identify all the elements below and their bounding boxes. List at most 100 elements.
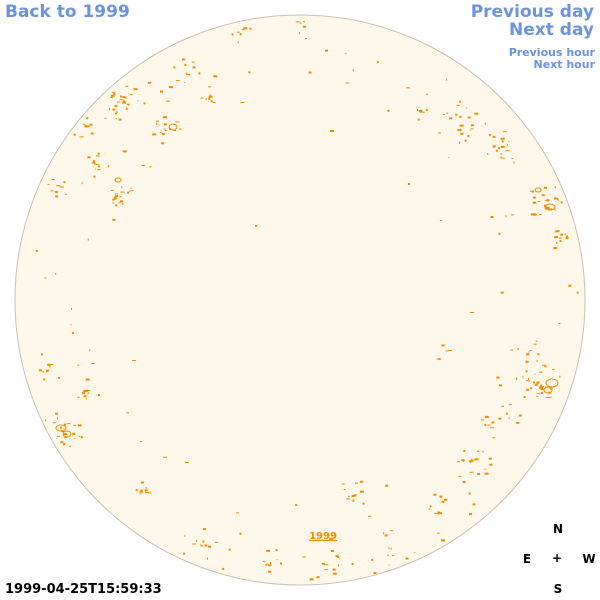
contour-mark	[82, 392, 85, 395]
contour-mark	[457, 129, 462, 132]
contour-mark	[540, 392, 543, 394]
contour-mark	[82, 123, 85, 125]
contour-mark	[491, 421, 495, 424]
contour-mark	[351, 495, 355, 497]
contour-mark	[540, 384, 543, 387]
contour-mark	[156, 120, 159, 122]
contour-mark	[386, 554, 389, 556]
contour-mark	[442, 114, 445, 115]
previous-hour-link[interactable]: Previous hour	[508, 46, 595, 59]
contour-mark	[474, 112, 479, 115]
contour-mark	[530, 190, 532, 192]
contour-mark	[332, 568, 336, 571]
contour-mark	[192, 66, 196, 69]
contour-mark	[208, 95, 213, 98]
contour-mark	[85, 378, 90, 381]
contour-mark	[89, 349, 91, 352]
next-hour-link[interactable]: Next hour	[533, 58, 596, 71]
contour-mark	[112, 108, 116, 111]
contour-mark	[209, 94, 211, 97]
contour-mark	[492, 437, 496, 439]
contour-mark	[184, 534, 186, 537]
contour-mark	[45, 419, 47, 422]
contour-mark	[89, 123, 93, 126]
contour-mark	[545, 207, 550, 209]
contour-mark	[339, 558, 341, 560]
contour-mark	[128, 103, 130, 106]
contour-mark	[449, 117, 453, 120]
contour-mark	[109, 107, 110, 110]
contour-mark	[78, 435, 81, 437]
contour-mark	[554, 236, 559, 239]
contour-mark	[472, 459, 475, 461]
contour-mark	[126, 103, 130, 105]
contour-mark	[457, 461, 461, 463]
contour-mark	[127, 191, 130, 194]
contour-mark	[295, 21, 300, 23]
contour-loop	[55, 424, 67, 432]
contour-mark	[417, 118, 420, 121]
contour-mark	[305, 38, 307, 40]
contour-mark	[536, 396, 539, 398]
contour-mark	[526, 353, 529, 356]
contour-mark	[97, 152, 100, 155]
year-link[interactable]: 1999	[309, 531, 337, 542]
contour-mark	[60, 426, 63, 429]
contour-mark	[116, 101, 120, 103]
contour-mark	[63, 181, 66, 184]
contour-mark	[130, 187, 132, 189]
contour-mark	[537, 380, 539, 382]
contour-mark	[488, 457, 492, 460]
contour-mark	[44, 277, 47, 279]
back-to-year-link[interactable]: Back to 1999	[5, 2, 130, 22]
contour-mark	[510, 349, 514, 351]
contour-mark	[213, 75, 218, 78]
contour-mark	[528, 352, 530, 355]
contour-mark	[487, 153, 489, 155]
contour-mark	[501, 405, 504, 407]
contour-mark	[470, 124, 474, 127]
contour-mark	[489, 133, 491, 136]
contour-mark	[268, 570, 272, 573]
contour-loop	[543, 386, 553, 394]
contour-mark	[55, 412, 58, 415]
contour-mark	[208, 86, 211, 88]
contour-mark	[500, 137, 505, 140]
compass-east: E	[522, 552, 532, 566]
next-day-link[interactable]: Next day	[509, 20, 594, 40]
contour-mark	[525, 360, 529, 363]
contour-mark	[255, 225, 257, 227]
contour-mark	[368, 515, 372, 517]
contour-mark	[309, 578, 314, 581]
contour-mark	[56, 417, 58, 420]
contour-mark	[341, 483, 345, 485]
contour-mark	[484, 472, 489, 475]
previous-day-link[interactable]: Previous day	[470, 2, 594, 22]
contour-mark	[439, 495, 443, 498]
contour-mark	[446, 112, 449, 114]
contour-mark	[553, 197, 558, 200]
contour-mark	[131, 190, 134, 192]
contour-mark	[560, 201, 563, 204]
contour-mark	[528, 351, 530, 353]
contour-mark	[73, 133, 76, 136]
contour-mark	[437, 511, 440, 513]
contour-mark	[444, 498, 447, 501]
contour-mark	[469, 513, 472, 516]
contour-mark	[125, 85, 129, 87]
contour-mark	[95, 155, 100, 157]
contour-mark	[299, 22, 302, 24]
contour-mark	[249, 27, 252, 30]
contour-mark	[467, 135, 470, 138]
contour-mark	[240, 102, 245, 103]
contour-mark	[426, 93, 428, 95]
contour-mark	[69, 445, 72, 447]
contour-mark	[125, 96, 127, 99]
contour-mark	[77, 364, 80, 366]
contour-mark	[200, 545, 204, 547]
contour-mark	[347, 495, 350, 497]
contour-mark	[552, 369, 555, 370]
contour-mark	[122, 96, 126, 99]
contour-mark	[115, 112, 117, 115]
contour-mark	[104, 117, 107, 119]
